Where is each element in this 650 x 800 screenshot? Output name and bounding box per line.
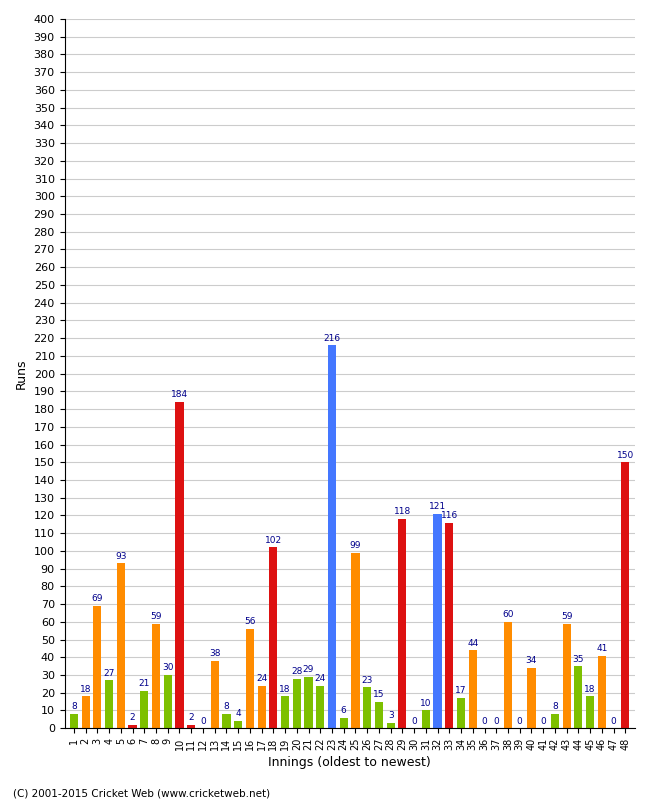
Bar xyxy=(527,668,536,728)
Bar xyxy=(187,725,196,728)
Text: 184: 184 xyxy=(171,390,188,399)
Bar xyxy=(434,514,442,728)
Y-axis label: Runs: Runs xyxy=(15,358,28,389)
Text: 0: 0 xyxy=(411,717,417,726)
Text: 24: 24 xyxy=(315,674,326,683)
X-axis label: Innings (oldest to newest): Innings (oldest to newest) xyxy=(268,756,431,769)
Text: 38: 38 xyxy=(209,649,220,658)
Bar xyxy=(140,691,148,728)
Text: 17: 17 xyxy=(455,686,467,695)
Text: 18: 18 xyxy=(80,685,92,694)
Bar xyxy=(105,680,113,728)
Text: 118: 118 xyxy=(394,507,411,516)
Text: (C) 2001-2015 Cricket Web (www.cricketweb.net): (C) 2001-2015 Cricket Web (www.cricketwe… xyxy=(13,788,270,798)
Text: 30: 30 xyxy=(162,663,174,672)
Bar xyxy=(246,629,254,728)
Bar xyxy=(70,714,78,728)
Bar xyxy=(117,563,125,728)
Text: 23: 23 xyxy=(361,676,373,685)
Bar xyxy=(292,678,301,728)
Bar xyxy=(621,462,629,728)
Bar xyxy=(445,522,454,728)
Bar xyxy=(469,650,477,728)
Text: 4: 4 xyxy=(235,710,241,718)
Text: 102: 102 xyxy=(265,536,282,545)
Text: 29: 29 xyxy=(303,665,314,674)
Bar xyxy=(352,553,359,728)
Text: 59: 59 xyxy=(150,612,162,621)
Text: 0: 0 xyxy=(482,717,488,726)
Bar xyxy=(551,714,559,728)
Bar xyxy=(398,519,406,728)
Text: 0: 0 xyxy=(517,717,523,726)
Bar xyxy=(316,686,324,728)
Text: 10: 10 xyxy=(420,699,432,708)
Bar xyxy=(152,624,160,728)
Bar xyxy=(257,686,266,728)
Bar xyxy=(598,655,606,728)
Bar xyxy=(340,718,348,728)
Text: 59: 59 xyxy=(561,612,573,621)
Bar xyxy=(269,547,278,728)
Text: 0: 0 xyxy=(540,717,546,726)
Bar xyxy=(129,725,136,728)
Text: 2: 2 xyxy=(130,713,135,722)
Bar xyxy=(211,661,219,728)
Bar xyxy=(504,622,512,728)
Bar xyxy=(574,666,582,728)
Text: 69: 69 xyxy=(92,594,103,603)
Bar xyxy=(586,696,594,728)
Text: 8: 8 xyxy=(224,702,229,711)
Text: 121: 121 xyxy=(429,502,446,511)
Text: 44: 44 xyxy=(467,638,478,647)
Bar xyxy=(375,702,383,728)
Bar xyxy=(176,402,183,728)
Bar xyxy=(457,698,465,728)
Text: 34: 34 xyxy=(526,656,537,666)
Text: 60: 60 xyxy=(502,610,514,619)
Bar xyxy=(164,675,172,728)
Text: 18: 18 xyxy=(280,685,291,694)
Text: 18: 18 xyxy=(584,685,596,694)
Bar xyxy=(234,721,242,728)
Bar xyxy=(328,346,336,728)
Bar xyxy=(387,723,395,728)
Text: 3: 3 xyxy=(388,711,393,720)
Text: 2: 2 xyxy=(188,713,194,722)
Text: 116: 116 xyxy=(441,511,458,520)
Bar xyxy=(222,714,231,728)
Text: 150: 150 xyxy=(617,450,634,460)
Text: 216: 216 xyxy=(324,334,341,342)
Bar xyxy=(363,687,371,728)
Bar xyxy=(562,624,571,728)
Bar xyxy=(81,696,90,728)
Text: 8: 8 xyxy=(71,702,77,711)
Text: 0: 0 xyxy=(611,717,616,726)
Bar xyxy=(304,677,313,728)
Text: 99: 99 xyxy=(350,541,361,550)
Text: 41: 41 xyxy=(596,644,608,653)
Bar xyxy=(281,696,289,728)
Text: 24: 24 xyxy=(256,674,267,683)
Text: 0: 0 xyxy=(200,717,206,726)
Text: 0: 0 xyxy=(493,717,499,726)
Text: 28: 28 xyxy=(291,667,302,676)
Text: 27: 27 xyxy=(103,669,115,678)
Bar xyxy=(422,710,430,728)
Text: 15: 15 xyxy=(373,690,385,699)
Text: 93: 93 xyxy=(115,552,127,561)
Bar xyxy=(93,606,101,728)
Text: 6: 6 xyxy=(341,706,346,715)
Text: 21: 21 xyxy=(138,679,150,688)
Text: 56: 56 xyxy=(244,618,255,626)
Text: 35: 35 xyxy=(573,654,584,663)
Text: 8: 8 xyxy=(552,702,558,711)
